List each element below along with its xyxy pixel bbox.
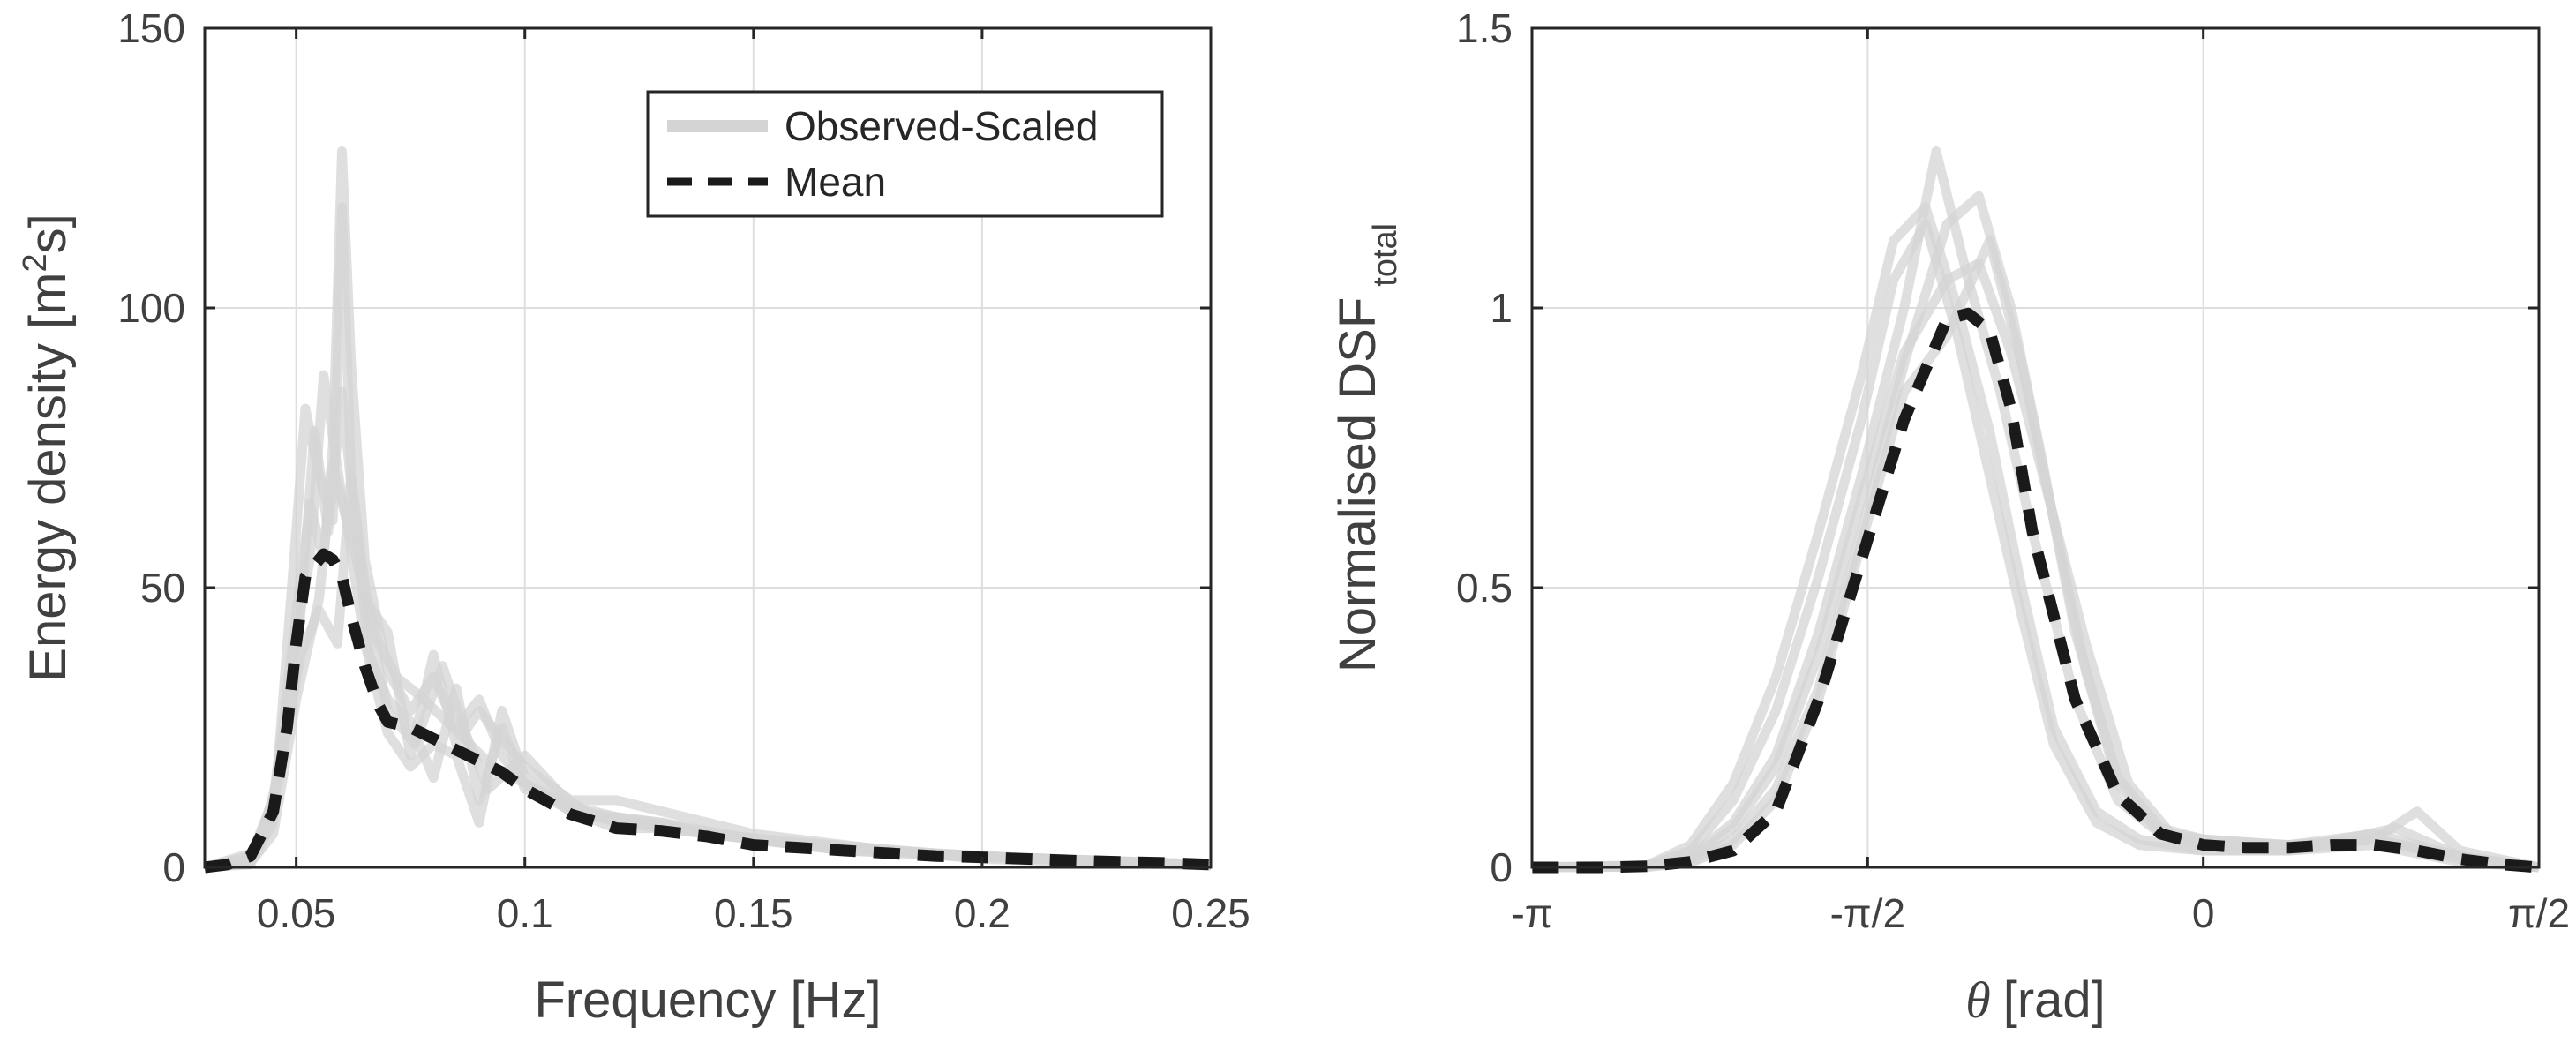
right-x-axis-label: θ [rad]	[1965, 971, 2106, 1029]
energy-density-chart: 0.05 0.1 0.15 0.2 0.25 0 50 100 150 Frequency [H…	[17, 5, 1250, 1029]
right-y-tick-label-0: 0	[1490, 844, 1513, 890]
right-y-tick-label-1: 0.5	[1456, 565, 1513, 611]
right-series-observed-scaled-6	[1532, 258, 2540, 873]
right-x-axis-theta: θ	[1965, 971, 1991, 1029]
right-y-axis-label-main: Normalised DSF	[1329, 297, 1386, 672]
left-series	[203, 146, 1212, 874]
right-series-observed-scaled-5	[1532, 202, 2540, 873]
legend: Observed-Scaled Mean	[646, 90, 1164, 218]
legend-label-mean: Mean	[785, 159, 886, 205]
right-y-axis-label: Normalised DSF total	[1329, 223, 1404, 672]
right-x-tick-label-0: -π	[1511, 890, 1552, 936]
left-y-tick-label-2: 100	[117, 285, 185, 331]
right-x-tick-label-2: 0	[2192, 890, 2215, 936]
left-x-tick-label-2: 0.15	[714, 890, 793, 936]
left-y-tick-label-3: 150	[117, 5, 185, 51]
left-y-axis-label-superscript: 2	[17, 253, 54, 272]
left-x-tick-label-0: 0.05	[257, 890, 336, 936]
left-y-tick-label-1: 50	[140, 565, 185, 611]
right-y-tick-label-2: 1	[1490, 285, 1513, 331]
left-series-mean-0	[204, 548, 1212, 874]
legend-label-observed-scaled: Observed-Scaled	[785, 103, 1098, 149]
left-plot-frame	[203, 26, 1213, 869]
right-ticks: -π -π/2 0 π/2 0 0.5 1 1.5	[1456, 5, 2570, 936]
left-y-axis-label-main: Energy density [m	[19, 273, 77, 682]
right-x-axis-unit: [rad]	[2003, 971, 2106, 1029]
left-y-axis-label: Energy density [m2s]	[17, 214, 77, 681]
left-x-tick-label-3: 0.2	[954, 890, 1010, 936]
right-x-tick-label-3: π/2	[2508, 890, 2570, 936]
right-plot-frame	[1530, 26, 2541, 869]
legend-box	[646, 90, 1164, 218]
right-series-mean-0	[1532, 307, 2540, 874]
right-y-axis-label-subscript: total	[1367, 223, 1404, 287]
right-series	[1532, 146, 2540, 874]
left-x-tick-label-1: 0.1	[497, 890, 553, 936]
right-x-tick-label-1: -π/2	[1830, 890, 1905, 936]
left-y-tick-label-0: 0	[162, 844, 185, 890]
left-x-axis-label: Frequency [Hz]	[534, 971, 881, 1029]
left-ticks: 0.05 0.1 0.15 0.2 0.25 0 50 100 150	[117, 5, 1250, 936]
left-series-observed-scaled-2	[204, 202, 1212, 873]
directional-spreading-chart: -π -π/2 0 π/2 0 0.5 1 1.5 θ [rad] Normalised DSF…	[1329, 5, 2570, 1029]
left-y-axis-label-tail: s]	[19, 214, 77, 253]
left-x-tick-label-4: 0.25	[1171, 890, 1250, 936]
right-y-tick-label-3: 1.5	[1456, 5, 1513, 51]
